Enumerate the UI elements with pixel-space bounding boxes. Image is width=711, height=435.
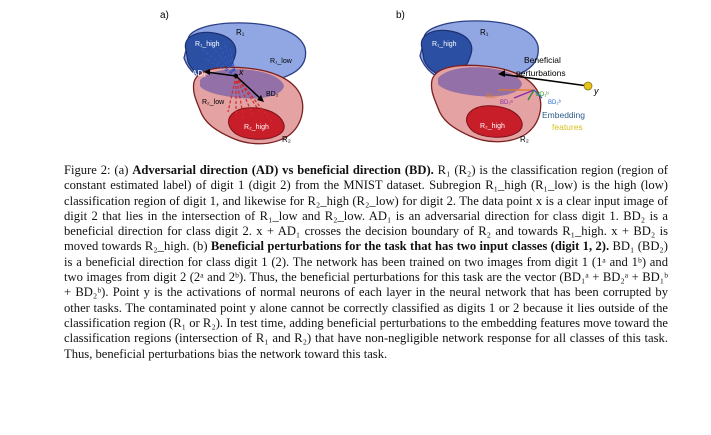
caption-sentence-1: R₁ (R₂) is the classification region (re… <box>64 163 668 193</box>
panel-a-r1-label: R₁ <box>236 28 245 37</box>
panel-b-bd1a-label: BD₁ᵃ <box>500 100 513 106</box>
panel-a-beneficial-rays <box>227 75 273 123</box>
panel-b-bd2b-arrow <box>533 89 543 99</box>
panel-b-embedding-label-1: Embedding <box>542 110 585 120</box>
panel-b-r2-label: R₂ <box>520 135 529 144</box>
caption-part-a: (a) <box>114 163 129 177</box>
panel-b-r1-high-label: R₁_high <box>432 41 457 48</box>
panel-a-bd-arrowhead <box>257 95 264 102</box>
panel-a-bd-label: BD₂ <box>266 91 279 98</box>
panel-b-y-label: y <box>593 86 599 96</box>
panel-b-beneficial-label-1: Beneficial <box>524 55 561 65</box>
panel-a-r2-high-region <box>228 107 285 140</box>
panel-b-beneficial-arrowhead <box>498 70 505 77</box>
panel-a-label: a) <box>160 10 169 21</box>
figure-caption: Figure 2: (a) Adversarial direction (AD)… <box>64 163 668 362</box>
panel-a-ad-label: AD₁ <box>192 69 206 78</box>
panel-b-bd1b-arrow <box>527 89 535 101</box>
figure: a) x R₁ R₁_high R₁_low AD₁ BD₂ R₂_low R₂… <box>0 0 711 160</box>
panel-b-bd1a-arrow <box>513 89 535 99</box>
panel-a-ad-arrowhead <box>204 69 210 75</box>
panel-b-bd2a-label: BD₂ᵃ <box>486 94 500 100</box>
panel-a-ad-arrow <box>205 71 237 77</box>
panel-b-r1-label: R₁ <box>480 28 489 37</box>
panel-b-embedding-label-2: features <box>552 122 583 132</box>
panel-b-beneficial-arrow <box>499 73 589 87</box>
panel-b-r2-high-label: R₂_high <box>480 123 505 130</box>
panel-a-x-point <box>233 73 239 79</box>
panel-b-bd2b-label: BD₂ᵇ <box>548 99 562 106</box>
panel-b-beneficial-label-2: perturbations <box>516 68 566 78</box>
panel-b-label: b) <box>396 10 405 21</box>
panel-b-y-point <box>583 81 593 91</box>
panel-a-r2-low-label: R₂_low <box>202 99 225 106</box>
panel-b-r2-high-region <box>466 105 523 138</box>
panel-a-overlap-region <box>200 69 284 99</box>
panel-a-r1-high-label: R₁_high <box>195 41 220 48</box>
panel-a-bd-arrow <box>235 75 263 101</box>
panel-a-r1-low-label: R₁_low <box>270 58 293 65</box>
panel-a-r2-label: R₂ <box>282 135 291 144</box>
figure-svg: a) x R₁ R₁_high R₁_low AD₁ BD₂ R₂_low R₂… <box>160 10 599 145</box>
panel-a-x-label: x <box>238 67 244 77</box>
caption-title-b: Beneficial perturbations for the task th… <box>210 239 610 254</box>
panel-a-r2-high-label: R₂_high <box>244 124 269 131</box>
panel-a-adversarial-rays <box>199 39 237 77</box>
caption-sentence-2: R₁_high (R₁_low) is the high (low) class… <box>64 178 668 254</box>
panel-b-bd1b-label: BD₁ᵇ <box>536 91 549 98</box>
caption-figure-label: Figure 2: <box>64 163 111 177</box>
caption-title-a: Adversarial direction (AD) vs beneficial… <box>132 163 434 177</box>
caption-sentence-3: BD₁ (BD₂) is a beneficial direction for … <box>64 239 668 361</box>
caption-part-b: (b) <box>192 239 208 254</box>
